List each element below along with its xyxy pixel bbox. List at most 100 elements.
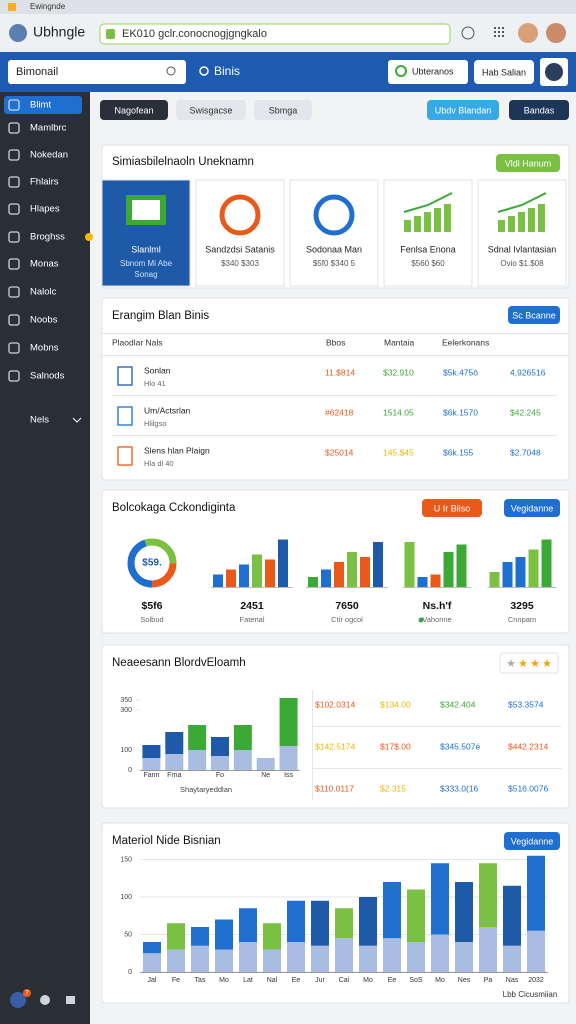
card-button[interactable] [496,154,560,172]
star: ★ [506,658,516,670]
chart-footer: Lbb Cicusmiian [503,990,558,999]
tab[interactable] [176,100,246,120]
card-button[interactable] [504,832,560,850]
axis [487,587,557,588]
icon-dot [502,31,504,33]
bar-segment [167,923,185,950]
x-tick-label: Mo [219,977,229,984]
divider [312,690,313,800]
card-title: Bolcokaga Cckondiginta [112,502,236,514]
mini-bar [456,544,467,587]
summary-value: $345.507é [440,741,480,751]
sidebar-item[interactable]: Mamlbrc [30,123,67,134]
card-button[interactable] [504,499,560,517]
sidebar-item[interactable]: Nalolc [30,287,57,298]
summary-value: $516.0076 [508,783,548,793]
axis [306,587,388,588]
widget-label: Solbud [140,615,163,624]
url: EK010 gclr.conocnogjgngkalo [122,28,267,40]
x-tick-label: Fo [216,772,224,779]
card-button[interactable] [508,306,560,324]
tile-icon [434,208,441,232]
y-tick-label: 300 [120,707,132,714]
card-button[interactable] [422,499,482,517]
tile-icon [404,220,411,232]
sidebar-item[interactable]: Nels [30,415,49,426]
icon-dot [502,27,504,29]
sidebar-item[interactable]: Fhlairs [30,177,59,188]
row-value: $6k.1570 [443,407,478,417]
tile-title: Sdnal Ivlantasian [488,244,557,254]
action-button[interactable] [427,100,499,120]
bar-segment [211,756,229,770]
x-tick-label: Cai [339,977,350,984]
y-tick-label: 350 [120,697,132,704]
url-bar [99,23,451,45]
summary-value: $17$.00 [380,741,411,751]
tile-title: Slanlml [131,244,161,254]
sidebar-item[interactable]: Noobs [30,315,58,326]
tab[interactable] [254,100,312,120]
mini-bar [417,577,428,587]
header-button[interactable] [388,60,468,84]
sidebar-item[interactable]: Broghss [30,232,65,243]
bar-segment [359,945,377,972]
sidebar-item[interactable]: Hlapes [30,204,60,215]
icon-dot [502,35,504,37]
tile[interactable] [383,179,473,287]
sidebar-icon [8,314,20,326]
bar-segment [455,942,473,972]
row-icon [117,446,133,466]
y-tick-label: 100 [120,747,132,754]
tile-text: Sonag [134,270,157,279]
bottom-icon [10,992,26,1008]
tab-dot [8,3,16,11]
card-button-label: Vegidanne [511,503,554,513]
bar-segment [239,942,257,972]
bar-segment [233,750,252,770]
tab[interactable] [100,100,168,120]
brand: Binis [214,64,240,78]
y-tick-label: 0 [128,969,132,976]
bar-segment [239,908,257,942]
action-button[interactable] [509,100,569,120]
mini-bar [528,549,539,587]
sidebar-active [4,96,82,114]
tile-title: Fenlsa Enona [400,244,456,254]
y-tick-label: 50 [124,931,132,938]
row-value: $25014 [325,447,354,457]
bar-segment [287,942,305,972]
bar-segment [165,754,184,770]
bar-segment [142,758,161,770]
search-box[interactable] [8,60,186,84]
widget-label: Ctir ogcol [331,615,363,624]
badge-text: 7 [25,991,29,997]
bar-segment [479,927,497,972]
sidebar-icon [8,231,20,243]
bar-segment [383,938,401,972]
sidebar-item[interactable]: Nokedan [30,150,68,161]
x-tick-label: Lat [243,977,253,984]
icon-dot [494,35,496,37]
bar-segment [335,938,353,972]
bar-segment [143,942,161,954]
star: ★ [542,658,552,670]
bar-segment [215,949,233,972]
sidebar-item[interactable]: Blimt [30,100,51,111]
bar-segment [503,945,521,972]
widget-value: $5f6 [141,600,162,612]
sidebar-item[interactable]: Salnods [30,371,65,382]
sidebar-item[interactable]: Monas [30,259,59,270]
tile[interactable] [477,179,567,287]
tile-icon [528,208,535,232]
row-value: 11.$814 [325,367,355,377]
header-button[interactable] [474,60,534,84]
summary-value: $53.3574 [508,699,544,709]
star: ★ [518,658,528,670]
sidebar-item[interactable]: Mobns [30,343,59,354]
tile-title: Sodonaa Man [306,244,362,254]
bar-segment [455,882,473,942]
mini-bar [278,539,288,587]
row-icon [117,406,133,426]
row-sub: Hlilgso [144,419,167,428]
